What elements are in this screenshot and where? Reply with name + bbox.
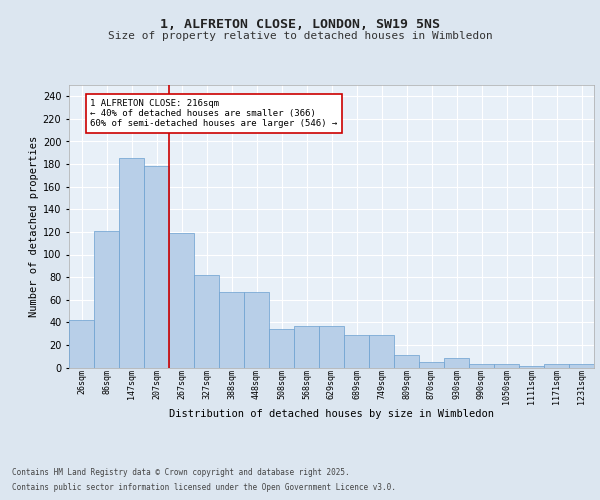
Bar bbox=[244, 292, 269, 368]
Bar bbox=[94, 231, 119, 368]
Text: Size of property relative to detached houses in Wimbledon: Size of property relative to detached ho… bbox=[107, 31, 493, 41]
Bar bbox=[369, 334, 394, 368]
Bar bbox=[319, 326, 344, 368]
Bar bbox=[119, 158, 144, 368]
Bar bbox=[469, 364, 494, 368]
Y-axis label: Number of detached properties: Number of detached properties bbox=[29, 136, 38, 317]
Text: 1 ALFRETON CLOSE: 216sqm
← 40% of detached houses are smaller (366)
60% of semi-: 1 ALFRETON CLOSE: 216sqm ← 40% of detach… bbox=[90, 98, 337, 128]
Bar bbox=[544, 364, 569, 368]
Text: 1, ALFRETON CLOSE, LONDON, SW19 5NS: 1, ALFRETON CLOSE, LONDON, SW19 5NS bbox=[160, 18, 440, 30]
Bar bbox=[419, 362, 444, 368]
Bar bbox=[344, 334, 369, 368]
Bar bbox=[519, 366, 544, 368]
Bar bbox=[294, 326, 319, 368]
Bar bbox=[269, 329, 294, 368]
Text: Contains HM Land Registry data © Crown copyright and database right 2025.: Contains HM Land Registry data © Crown c… bbox=[12, 468, 350, 477]
Bar bbox=[444, 358, 469, 368]
Bar bbox=[144, 166, 169, 368]
Bar bbox=[569, 364, 594, 368]
X-axis label: Distribution of detached houses by size in Wimbledon: Distribution of detached houses by size … bbox=[169, 410, 494, 420]
Bar bbox=[219, 292, 244, 368]
Bar bbox=[494, 364, 519, 368]
Bar bbox=[194, 275, 219, 368]
Text: Contains public sector information licensed under the Open Government Licence v3: Contains public sector information licen… bbox=[12, 483, 396, 492]
Bar bbox=[169, 233, 194, 368]
Bar bbox=[394, 355, 419, 368]
Bar bbox=[69, 320, 94, 368]
